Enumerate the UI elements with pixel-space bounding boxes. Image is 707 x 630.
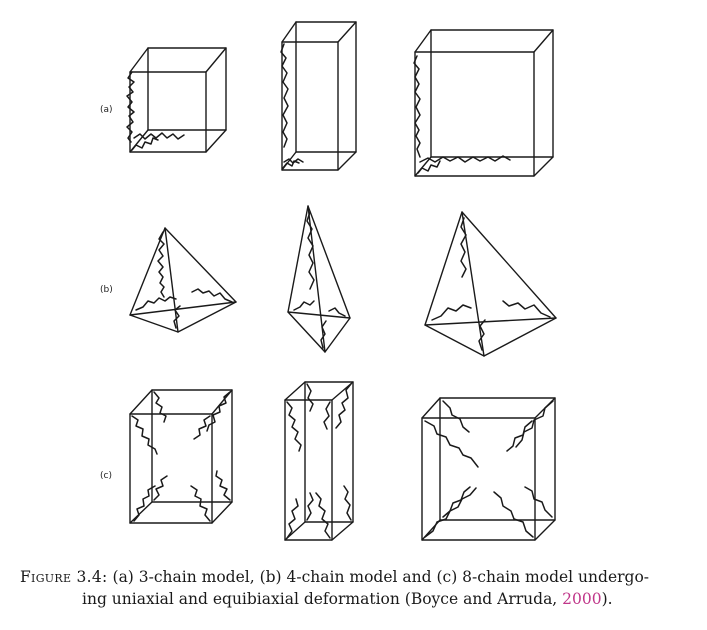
chain-8 xyxy=(343,485,352,521)
chain-4 xyxy=(315,492,331,539)
figure-label: Figure 3.4: xyxy=(20,568,108,586)
chain-4 xyxy=(190,485,211,522)
panel-c-undeformed xyxy=(129,389,233,524)
panel-a-equibiaxial xyxy=(413,29,554,177)
chain-1 xyxy=(131,415,158,455)
chain-5 xyxy=(153,391,167,423)
chain-2 xyxy=(431,304,472,321)
chain-horizontal xyxy=(419,155,511,163)
caption-line-2-text: ing uniaxial and equibiaxial deformation… xyxy=(82,590,563,608)
chain-2 xyxy=(206,391,231,432)
chain-1 xyxy=(460,217,467,278)
panel-c-equibiaxial xyxy=(421,397,556,541)
row-label-c: (c) xyxy=(100,471,112,481)
chain-3 xyxy=(191,288,233,303)
chain-3 xyxy=(424,487,477,538)
chain-depth xyxy=(282,160,300,169)
chain-3 xyxy=(502,300,551,318)
panel-b-undeformed xyxy=(129,227,237,333)
chain-4 xyxy=(173,305,181,329)
figure-caption: Figure 3.4: (a) 3-chain model, (b) 4-cha… xyxy=(20,566,692,610)
chain-5 xyxy=(442,400,470,433)
chain-vertical xyxy=(413,55,421,158)
chain-1 xyxy=(306,211,315,290)
chain-6 xyxy=(193,415,211,440)
chain-vertical xyxy=(126,71,135,143)
chain-vertical xyxy=(280,43,289,148)
chain-horizontal xyxy=(133,132,185,140)
panel-a-undeformed xyxy=(126,47,227,153)
chain-1 xyxy=(286,401,302,452)
chain-4 xyxy=(478,319,486,351)
chain-5 xyxy=(306,383,314,412)
chain-7 xyxy=(153,475,168,501)
chain-2 xyxy=(293,300,315,311)
row-label-a: (a) xyxy=(100,105,113,115)
chain-1 xyxy=(424,420,479,468)
chain-2 xyxy=(135,296,177,311)
row-label-b: (b) xyxy=(100,285,113,295)
chain-6 xyxy=(506,420,533,452)
citation-year-link[interactable]: 2000 xyxy=(562,590,602,608)
chain-3 xyxy=(328,307,346,317)
chain-4 xyxy=(320,320,327,349)
chain-7 xyxy=(442,486,471,518)
chain-models-figure: (a) (b) (c) xyxy=(100,21,557,541)
caption-line-2-end: ). xyxy=(601,590,613,608)
panel-c-uniaxial xyxy=(284,381,354,541)
panel-a-uniaxial xyxy=(280,21,357,171)
panel-b-uniaxial xyxy=(287,205,351,353)
chain-4 xyxy=(493,491,534,538)
caption-line-2: ing uniaxial and equibiaxial deformation… xyxy=(20,588,692,610)
chain-2 xyxy=(335,383,352,429)
chain-depth xyxy=(417,160,441,174)
chain-3 xyxy=(286,498,299,539)
panel-b-equibiaxial xyxy=(424,211,557,357)
chain-2 xyxy=(515,400,554,448)
chain-6 xyxy=(323,401,331,430)
chain-8 xyxy=(215,470,231,501)
chain-depth xyxy=(131,137,159,151)
chain-8 xyxy=(524,486,553,518)
chain-1 xyxy=(157,231,165,298)
caption-line-1: (a) 3-chain model, (b) 4-chain model and… xyxy=(112,568,650,586)
chain-3 xyxy=(133,485,156,522)
chain-7 xyxy=(306,492,314,521)
